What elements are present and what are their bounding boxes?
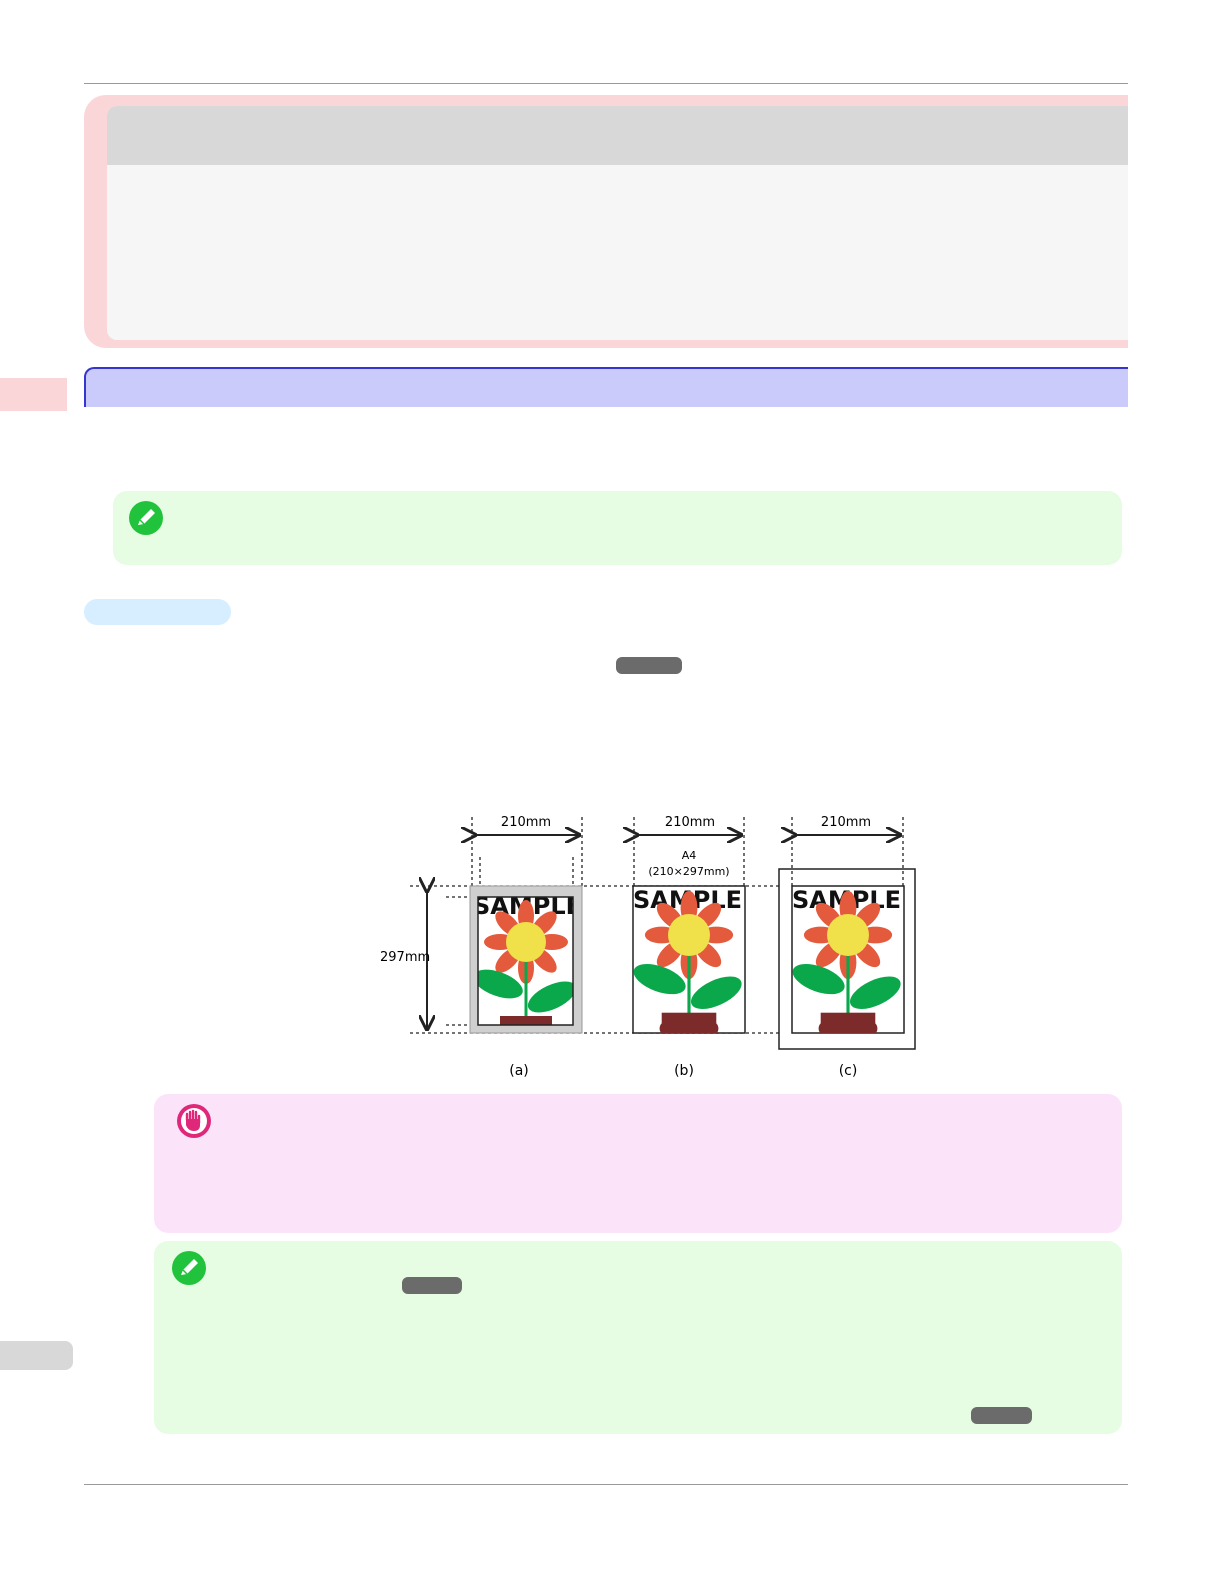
header-panel: [107, 106, 1128, 340]
top-rule: [84, 83, 1128, 84]
paper-size-label: (210×297mm): [648, 865, 729, 878]
width-label-c: 210mm: [821, 815, 871, 830]
width-label-b: 210mm: [665, 815, 715, 830]
width-label-a: 210mm: [501, 815, 551, 830]
link-button[interactable]: [402, 1277, 462, 1294]
caption-a: (a): [509, 1063, 529, 1079]
bottom-rule: [84, 1484, 1128, 1485]
chapter-tab[interactable]: [0, 378, 67, 411]
page-index-tab[interactable]: [0, 1341, 73, 1370]
hand-stop-icon: [177, 1104, 211, 1138]
caption-c: (c): [839, 1063, 858, 1079]
pencil-note-icon: [172, 1251, 206, 1285]
height-label: 297mm: [380, 950, 430, 965]
link-button[interactable]: [971, 1407, 1032, 1424]
note-box: [113, 491, 1122, 565]
sample-c: SAMPLE: [778, 868, 916, 1050]
subheading-pill: [84, 599, 231, 625]
sample-b: SAMPLE: [632, 885, 746, 1034]
caption-b: (b): [674, 1063, 694, 1079]
sample-a: SAMPLE: [469, 885, 583, 1034]
paper-size-figure: 210mm 210mm 210mm A4 (210×297mm) 297mm S…: [380, 815, 916, 1079]
section-heading-bar: [84, 367, 1128, 407]
paper-label: A4: [682, 849, 697, 862]
link-button[interactable]: [616, 657, 682, 674]
header-panel-title-bar: [107, 106, 1128, 165]
important-box: [154, 1094, 1122, 1233]
note-box-2: [154, 1241, 1122, 1434]
pencil-note-icon: [129, 501, 163, 535]
